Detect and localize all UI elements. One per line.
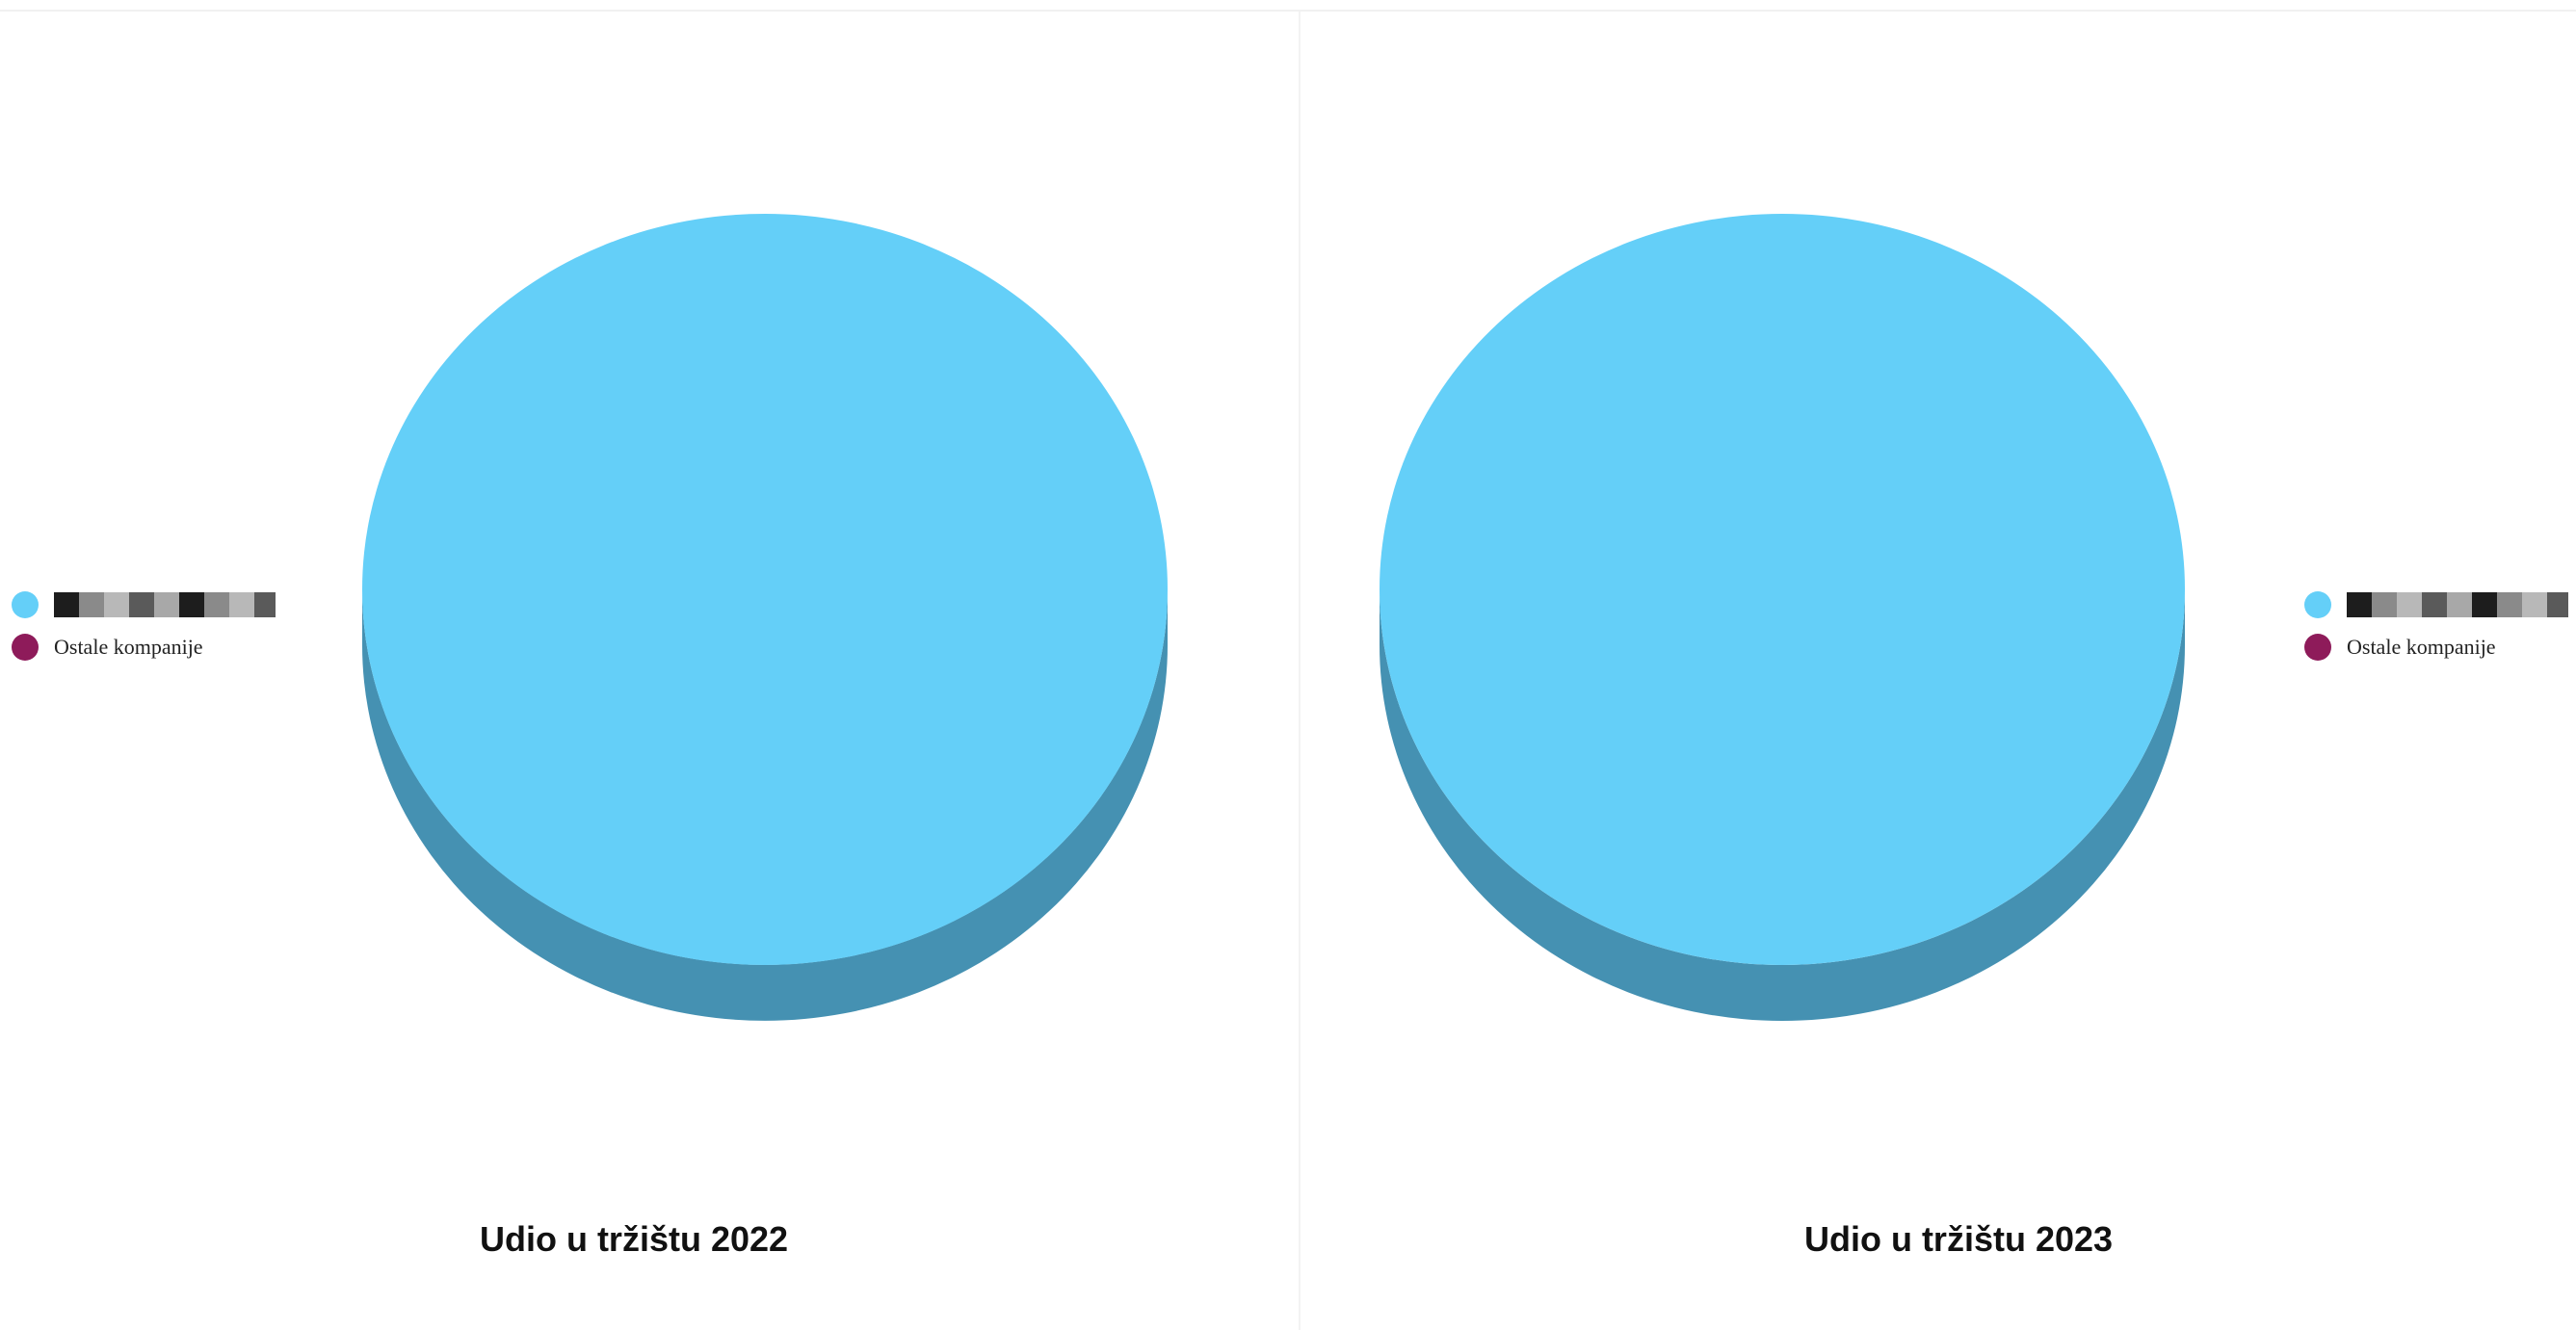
chart-title-2022: Udio u tržištu 2022 [479, 1219, 789, 1259]
pie-chart-2023 [1380, 214, 2185, 1021]
legend-swatch-other [12, 634, 39, 661]
chart-panel-2023: Ostale kompanije Udio u tržištu 2023 [1301, 0, 2576, 1330]
chart-panel-2022: Ostale kompanije Udio u tržištu 2022 [12, 214, 1168, 1259]
pie-chart-2022 [362, 214, 1168, 1021]
redacted-company-name [2347, 592, 2568, 617]
pie-slice-0[interactable] [1380, 214, 2185, 965]
legend-label-other: Ostale kompanije [2347, 635, 2496, 659]
legend-label-company [2347, 592, 2568, 617]
top-border [0, 10, 2576, 12]
panel-divider [1299, 12, 1301, 1330]
redacted-company-name [54, 592, 276, 617]
legend-swatch-company [2304, 591, 2331, 618]
pie-slice-0[interactable] [362, 214, 1168, 965]
legend-swatch-company [12, 591, 39, 618]
legend-swatch-other [2304, 634, 2331, 661]
chart-title-2023: Udio u tržištu 2023 [1803, 1219, 2114, 1259]
legend-label-company [54, 592, 276, 617]
legend-label-other: Ostale kompanije [54, 635, 203, 659]
